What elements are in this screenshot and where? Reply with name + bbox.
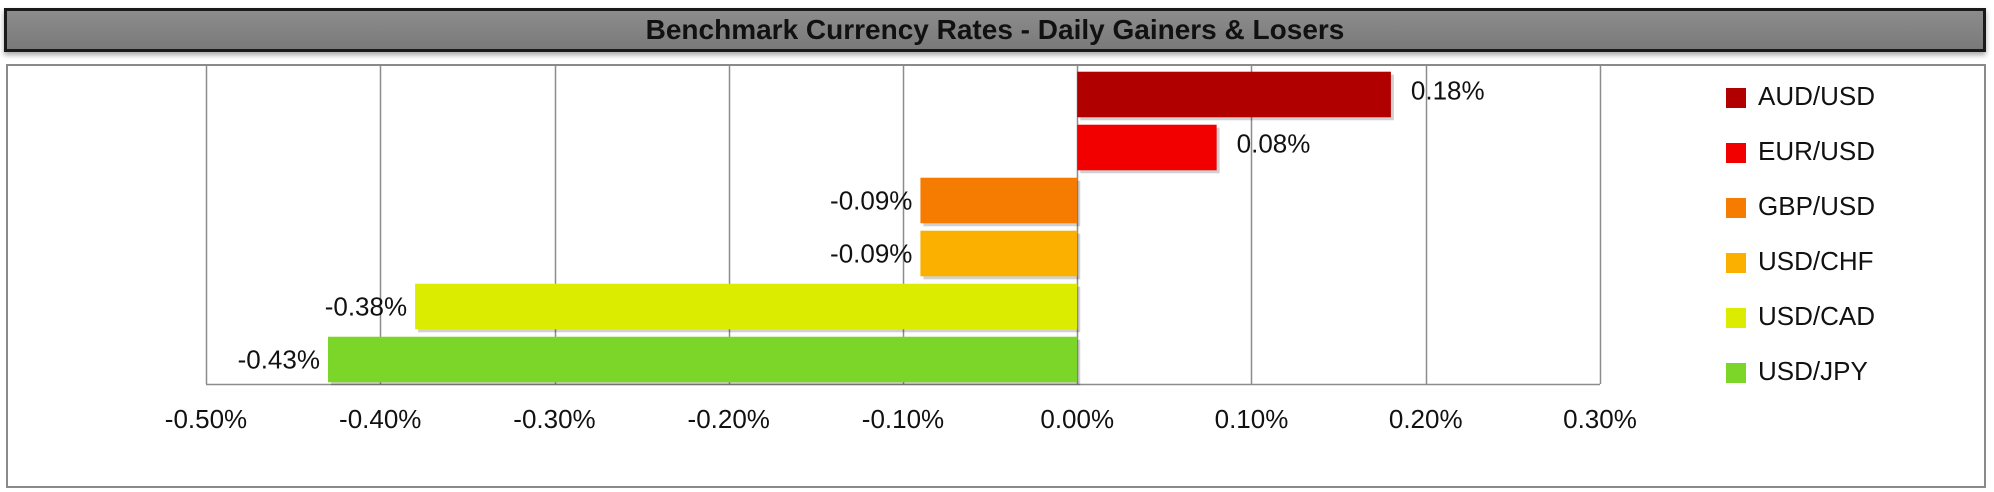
data-label: -0.38%	[325, 291, 407, 321]
legend-label: USD/CHF	[1758, 246, 1874, 276]
data-labels: 0.18% 0.08% -0.09% -0.09% -0.38%-0.43%	[238, 75, 1485, 374]
chart-title: Benchmark Currency Rates - Daily Gainers…	[4, 8, 1986, 52]
bar	[327, 336, 1078, 383]
gridlines	[205, 66, 1602, 386]
x-tick-label: -0.20%	[688, 404, 770, 434]
legend-swatch	[1726, 88, 1746, 108]
data-label: -0.43%	[238, 344, 320, 374]
x-tick-label: -0.40%	[339, 404, 421, 434]
x-tick-label: 0.30%	[1563, 404, 1637, 434]
data-label: 0.18%	[1411, 75, 1485, 105]
legend-swatch	[1726, 308, 1746, 328]
bar	[1077, 124, 1217, 171]
chart-frame: 0.18% 0.08% -0.09% -0.09% -0.38% -0.43% -0.50…	[6, 64, 1986, 488]
legend-label: USD/JPY	[1758, 356, 1868, 386]
legend-swatch	[1726, 198, 1746, 218]
legend-swatch	[1726, 363, 1746, 383]
x-tick-label: 0.10%	[1215, 404, 1289, 434]
data-label: -0.09%	[830, 238, 912, 268]
legend-label: USD/CAD	[1758, 301, 1875, 331]
legend-label: EUR/USD	[1758, 136, 1875, 166]
x-axis-ticks: -0.50% -0.40% -0.30% -0.20% -0.10% 0.00% 0.10%…	[165, 404, 1637, 434]
bar	[920, 177, 1078, 224]
bar	[920, 230, 1078, 277]
legend: AUD/USD EUR/USD GBP/USD USD/CHF USD/CAD USD/J…	[1726, 81, 1875, 386]
legend-swatch	[1726, 143, 1746, 163]
legend-swatch	[1726, 253, 1746, 273]
x-tick-label: 0.00%	[1040, 404, 1114, 434]
x-tick-label: -0.10%	[862, 404, 944, 434]
x-tick-label: -0.30%	[513, 404, 595, 434]
bar-chart: 0.18% 0.08% -0.09% -0.09% -0.38%-0.43% -0.50…	[165, 66, 1875, 434]
bar	[415, 283, 1078, 330]
legend-label: AUD/USD	[1758, 81, 1875, 111]
x-tick-label: -0.50%	[165, 404, 247, 434]
bars	[327, 71, 1394, 386]
legend-label: GBP/USD	[1758, 191, 1875, 221]
x-tick-label: 0.20%	[1389, 404, 1463, 434]
bar	[1077, 71, 1391, 118]
data-label: -0.09%	[830, 185, 912, 215]
data-label: 0.08%	[1237, 128, 1311, 158]
